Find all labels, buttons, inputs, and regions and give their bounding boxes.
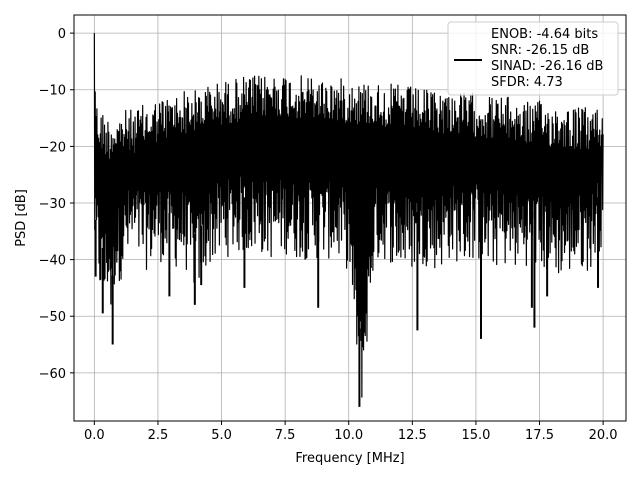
psd-trace xyxy=(93,33,604,398)
data-series xyxy=(93,33,604,407)
y-tick-label: −40 xyxy=(39,254,66,269)
legend-box xyxy=(447,21,619,96)
x-tick-label: 15.0 xyxy=(461,428,490,443)
x-tick-label: 5.0 xyxy=(211,428,232,443)
x-tick-label: 20.0 xyxy=(589,428,618,443)
x-tick-label: 0.0 xyxy=(84,428,105,443)
y-tick-label: 0 xyxy=(58,27,66,42)
y-tick-label: −50 xyxy=(39,310,66,325)
y-ticks: 0 −10 −20 −30 −40 −50 −60 xyxy=(39,27,74,382)
x-tick-label: 12.5 xyxy=(398,428,427,443)
legend-entry-sfdr: SFDR: 4.73 xyxy=(491,75,563,90)
x-tick-label: 17.5 xyxy=(525,428,554,443)
plot-frame xyxy=(73,14,627,422)
y-tick-label: −60 xyxy=(39,367,66,382)
y-axis-label: PSD [dB] xyxy=(14,189,29,247)
legend-entry-snr: SNR: -26.15 dB xyxy=(491,43,589,58)
x-tick-label: 10.0 xyxy=(334,428,363,443)
legend: ENOB: -4.64 bits SNR: -26.15 dB SINAD: -… xyxy=(447,21,619,96)
y-tick-label: −30 xyxy=(39,197,66,212)
y-tick-label: −10 xyxy=(39,84,66,99)
y-tick-label: −20 xyxy=(39,140,66,155)
x-ticks: 0.0 2.5 5.0 7.5 10.0 12.5 15.0 17.5 20.0 xyxy=(84,421,618,443)
legend-entry-enob: ENOB: -4.64 bits xyxy=(491,27,598,42)
legend-entry-sinad: SINAD: -26.16 dB xyxy=(491,59,603,74)
x-tick-label: 2.5 xyxy=(148,428,169,443)
x-tick-label: 7.5 xyxy=(275,428,296,443)
x-axis-label: Frequency [MHz] xyxy=(295,451,404,466)
